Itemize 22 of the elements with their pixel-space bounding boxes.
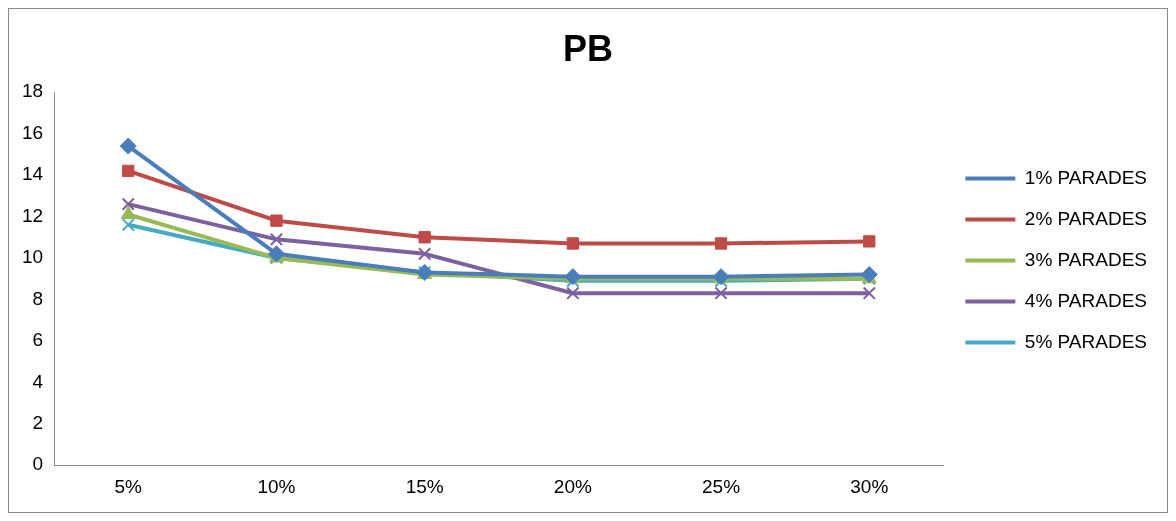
y-tick-label: 2 xyxy=(32,411,44,433)
x-tick-label: 15% xyxy=(405,475,444,497)
x-tick-label: 20% xyxy=(553,475,592,497)
y-tick-label: 4 xyxy=(32,370,44,392)
y-tick-label: 18 xyxy=(21,80,44,102)
x-tick-label: 5% xyxy=(114,475,143,497)
legend-label: 4% PARADES xyxy=(1024,289,1147,311)
y-tick-label: 0 xyxy=(32,453,44,475)
y-tick-label: 14 xyxy=(21,163,44,185)
x-tick-label: 30% xyxy=(850,475,889,497)
y-tick-label: 12 xyxy=(21,204,44,226)
x-tick-label: 10% xyxy=(257,475,296,497)
x-tick-label: 25% xyxy=(702,475,741,497)
y-tick-label: 16 xyxy=(21,121,44,143)
legend-label: 3% PARADES xyxy=(1024,248,1147,270)
y-tick-label: 6 xyxy=(32,329,44,351)
y-tick-label: 8 xyxy=(32,287,44,309)
legend-label: 5% PARADES xyxy=(1024,330,1147,352)
chart-title: PB xyxy=(562,27,614,69)
legend-label: 1% PARADES xyxy=(1024,166,1147,188)
y-tick-label: 10 xyxy=(21,246,44,268)
legend-label: 2% PARADES xyxy=(1024,207,1147,229)
